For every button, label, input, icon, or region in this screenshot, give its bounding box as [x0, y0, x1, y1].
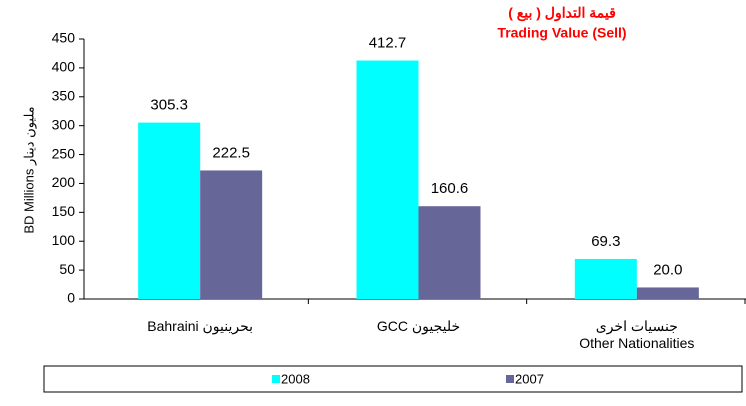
value-label: 305.3 [150, 97, 188, 114]
bar [200, 170, 263, 299]
legend-swatch [272, 375, 280, 383]
legend-swatch [506, 375, 514, 383]
y-tick-label: 300 [52, 116, 76, 132]
legend-label: 2007 [515, 371, 544, 386]
bar [636, 287, 699, 299]
y-tick-label: 350 [52, 87, 76, 103]
y-tick-label: 450 [52, 30, 76, 46]
x-tick-label: GCC خليجيون [376, 318, 461, 334]
bar [418, 206, 481, 299]
value-label: 412.7 [369, 35, 407, 52]
x-tick-label: جنسيات اخرى Other Nationalities [579, 318, 695, 351]
y-tick-label: 50 [59, 261, 75, 277]
value-label: 160.6 [431, 180, 469, 197]
y-tick-label: 250 [52, 145, 76, 161]
bar [574, 258, 637, 299]
bar [356, 60, 419, 299]
value-label: 20.0 [653, 261, 682, 278]
y-tick-label: 0 [67, 290, 75, 306]
legend-box [43, 365, 743, 393]
y-tick-label: 100 [52, 232, 76, 248]
bar [138, 122, 201, 299]
chart-title: قيمة التداول ( بيع ) [508, 5, 616, 22]
x-tick-label: Bahraini بحرينيون [147, 318, 254, 334]
value-label: 69.3 [591, 233, 620, 250]
y-tick-label: 400 [52, 59, 76, 75]
value-label: 222.5 [212, 144, 250, 161]
y-tick-label: 200 [52, 174, 76, 190]
y-tick-label: 150 [52, 203, 76, 219]
y-axis-label: BD Millions مليون دينار [21, 106, 37, 233]
chart-title: Trading Value (Sell) [497, 25, 626, 41]
legend-label: 2008 [281, 371, 310, 386]
